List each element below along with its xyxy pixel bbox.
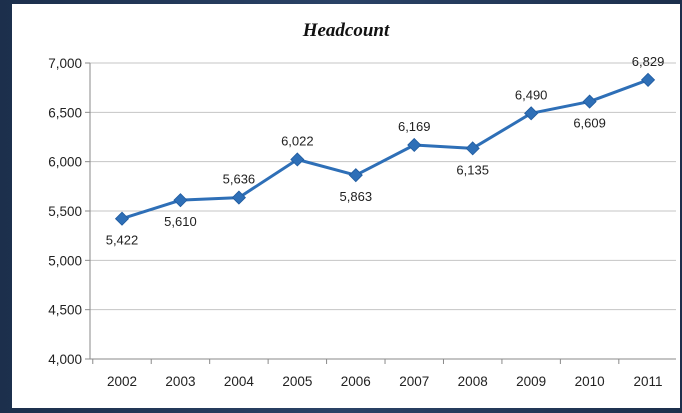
x-tick-label: 2009 bbox=[516, 374, 546, 389]
axes: 4,000 4,500 5,000 5,500 6,000 6,500 7,000 2002 2… bbox=[48, 56, 662, 389]
chart-panel: Headcount 4,000 4,500 5,000 5,500 6,000 6,500… bbox=[12, 4, 680, 408]
data-label: 6,169 bbox=[398, 119, 431, 134]
data-point bbox=[290, 152, 305, 167]
data-label: 6,829 bbox=[632, 54, 665, 69]
chart-title: Headcount bbox=[302, 20, 390, 41]
data-point bbox=[582, 94, 597, 109]
data-label: 5,422 bbox=[106, 233, 139, 248]
data-label: 5,636 bbox=[223, 172, 256, 187]
data-point bbox=[407, 137, 422, 153]
y-tick-label: 4,000 bbox=[48, 352, 82, 367]
x-tick-label: 2004 bbox=[224, 374, 255, 389]
data-label: 6,022 bbox=[281, 133, 314, 148]
data-point bbox=[173, 193, 188, 208]
data-point bbox=[524, 106, 539, 121]
data-label: 6,609 bbox=[573, 116, 606, 131]
y-tick-label: 5,500 bbox=[48, 204, 82, 219]
x-tick-label: 2003 bbox=[165, 374, 195, 389]
x-tick-label: 2006 bbox=[341, 374, 371, 389]
data-label: 6,490 bbox=[515, 87, 548, 102]
gridlines bbox=[90, 62, 676, 360]
x-tick-label: 2002 bbox=[107, 374, 137, 389]
x-tick-label: 2010 bbox=[575, 374, 605, 389]
data-point bbox=[231, 190, 246, 205]
data-point bbox=[114, 211, 130, 226]
x-tick-label: 2008 bbox=[458, 374, 488, 389]
y-tick-label: 5,000 bbox=[48, 253, 82, 268]
data-label: 5,863 bbox=[340, 189, 373, 204]
y-tick-label: 6,000 bbox=[48, 155, 82, 170]
y-tick-label: 6,500 bbox=[48, 105, 82, 120]
x-tick-label: 2011 bbox=[634, 374, 663, 389]
x-tick-label: 2007 bbox=[399, 374, 429, 389]
data-point bbox=[465, 141, 480, 156]
data-label: 5,610 bbox=[164, 214, 197, 229]
y-tick-label: 7,000 bbox=[48, 56, 82, 71]
data-labels: 5,422 5,610 5,636 6,022 5,863 6,169 6,135 6,490… bbox=[106, 54, 665, 248]
data-point bbox=[640, 72, 656, 87]
line-chart: 4,000 4,500 5,000 5,500 6,000 6,500 7,000 2002 2… bbox=[48, 54, 676, 389]
series-line bbox=[121, 78, 649, 221]
data-label: 6,135 bbox=[456, 162, 489, 177]
data-point bbox=[348, 168, 363, 183]
y-tick-label: 4,500 bbox=[48, 303, 82, 318]
series bbox=[114, 72, 656, 226]
x-tick-label: 2005 bbox=[282, 374, 312, 389]
